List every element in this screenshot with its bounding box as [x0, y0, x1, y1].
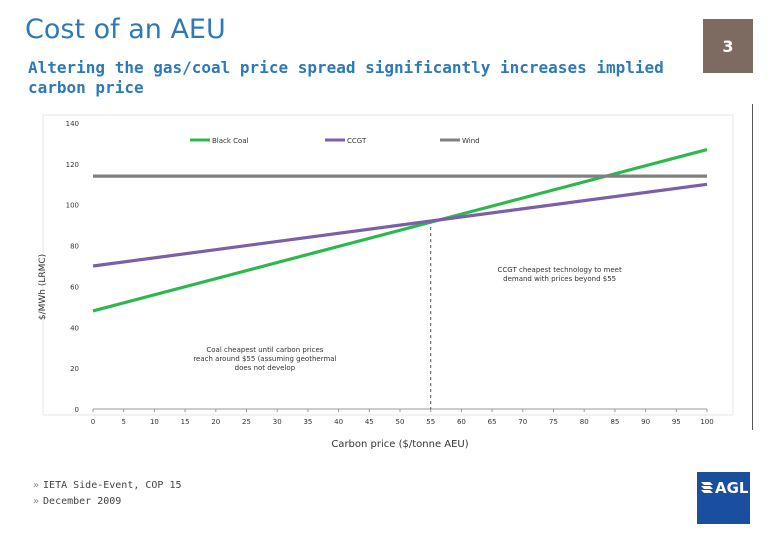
- y-tick-label: 140: [66, 120, 79, 128]
- chart-annotation: Coal cheapest until carbon prices reach a…: [193, 346, 336, 372]
- annotation-line: does not develop: [235, 364, 296, 372]
- line-chart: 0 20 40 60 80 100 120 140 0 5 10 15 20 25 30 35 40 45 50 55…: [38, 114, 734, 450]
- x-tick-label: 45: [365, 418, 374, 426]
- logo-text: AGL: [715, 479, 749, 497]
- page-number-badge: 3: [703, 19, 753, 73]
- x-tick-label: 85: [610, 418, 619, 426]
- y-tick-label: 0: [75, 406, 79, 414]
- y-tick-label: 100: [66, 202, 79, 210]
- y-tick-label: 80: [70, 243, 79, 251]
- x-tick-label: 0: [91, 418, 95, 426]
- y-tick-label: 40: [70, 324, 79, 332]
- y-tick-label: 120: [66, 161, 79, 169]
- x-tick-label: 55: [426, 418, 435, 426]
- slide-title: Cost of an AEU: [25, 14, 226, 45]
- x-tick-label: 35: [303, 418, 312, 426]
- legend-label: Wind: [462, 137, 480, 145]
- chart-container: 0 20 40 60 80 100 120 140 0 5 10 15 20 25 30 35 40 45 50 55…: [35, 107, 740, 462]
- agl-logo-icon: [701, 482, 713, 493]
- footer-bullet: »: [33, 480, 40, 491]
- annotation-line: Coal cheapest until carbon prices: [206, 346, 323, 354]
- annotation-line: demand with prices beyond $55: [503, 275, 616, 283]
- y-tick-label: 20: [70, 365, 79, 373]
- series-line-ccgt: [92, 182, 708, 268]
- x-tick-label: 95: [672, 418, 681, 426]
- agl-logo: AGL: [697, 472, 750, 524]
- plot-area: [42, 114, 734, 416]
- x-tick-label: 50: [396, 418, 405, 426]
- x-tick-label: 30: [273, 418, 282, 426]
- x-tick-label: 60: [457, 418, 466, 426]
- x-tick-label: 80: [580, 418, 589, 426]
- footer-date-text: December 2009: [43, 496, 122, 507]
- x-tick-label: 65: [488, 418, 497, 426]
- x-tick-label: 100: [700, 418, 713, 426]
- legend-label: CCGT: [347, 137, 367, 145]
- footer-item-date: » December 2009: [33, 496, 121, 507]
- x-tick-label: 25: [242, 418, 251, 426]
- legend-label: Black Coal: [212, 137, 249, 145]
- annotation-line: reach around $55 (assuming geothermal: [193, 355, 336, 363]
- x-tick-label: 90: [641, 418, 650, 426]
- x-tick-label: 15: [181, 418, 190, 426]
- footer-event-text: IETA Side-Event, COP 15: [43, 480, 182, 491]
- y-tick-label: 60: [70, 283, 79, 291]
- x-tick-label: 40: [334, 418, 343, 426]
- footer-item-event: » IETA Side-Event, COP 15: [33, 480, 182, 491]
- x-tick-label: 10: [150, 418, 159, 426]
- annotation-line: CCGT cheapest technology to meet: [498, 266, 622, 274]
- slide-subtitle: Altering the gas/coal price spread signi…: [28, 58, 664, 97]
- x-axis-label: Carbon price ($/tonne AEU): [331, 439, 468, 450]
- x-tick-label: 5: [121, 418, 125, 426]
- y-axis-label: $/MWh (LRMC): [38, 254, 48, 320]
- vertical-divider: [752, 104, 753, 430]
- x-tick-label: 70: [518, 418, 527, 426]
- footer-bullet: »: [33, 496, 40, 507]
- x-tick-label: 20: [211, 418, 220, 426]
- x-tick-label: 75: [549, 418, 558, 426]
- chart-annotation: CCGT cheapest technology to meet demand w…: [498, 266, 622, 283]
